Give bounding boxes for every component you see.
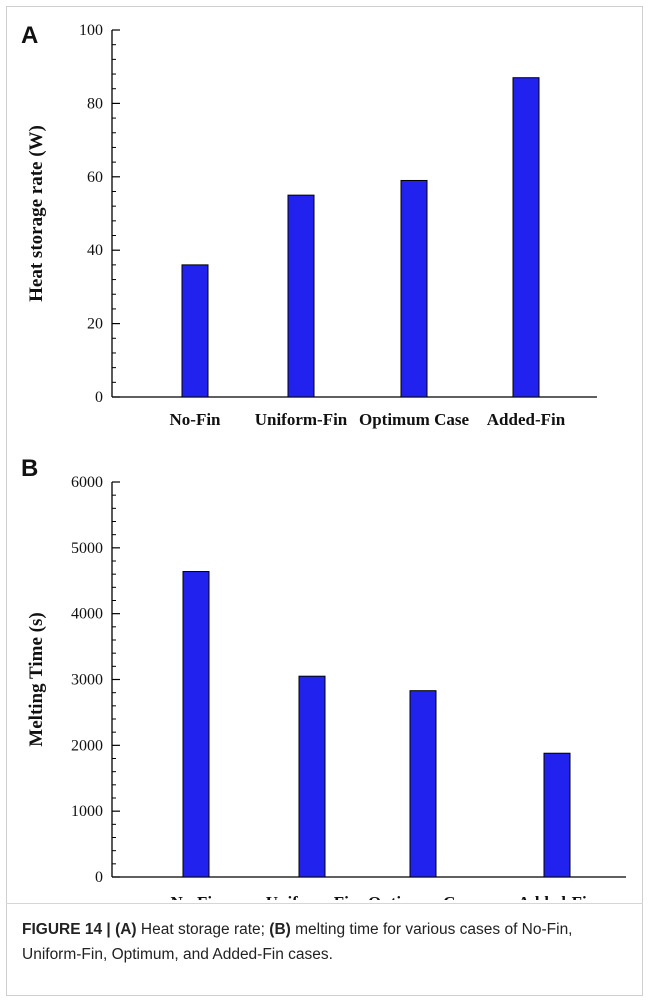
y-tick-label: 60 (87, 169, 103, 186)
y-tick-label: 20 (87, 316, 103, 333)
x-category-label: Optimum Case (359, 410, 469, 429)
x-category-label: No-Fin (171, 893, 223, 900)
bar (409, 690, 437, 878)
caption-b-tag: (B) (269, 921, 291, 938)
y-tick-label: 5000 (71, 540, 103, 557)
bar (512, 77, 540, 398)
y-tick-label: 1000 (71, 803, 103, 820)
y-tick-label: 2000 (71, 737, 103, 754)
chart-b: 0 1000 2000 3000 4000 5000 6000 Melting Time (s… (26, 474, 626, 900)
y-tick-label: 0 (95, 389, 103, 406)
caption-a-text: Heat storage rate; (136, 921, 270, 938)
bar (287, 194, 315, 398)
caption-a-tag: (A) (115, 921, 137, 938)
figure-caption: FIGURE 14 | (A) Heat storage rate; (B) m… (22, 917, 622, 967)
y-tick-label: 6000 (71, 474, 103, 491)
y-tick-label: 3000 (71, 672, 103, 689)
bar (400, 179, 428, 398)
figure-frame (6, 6, 643, 996)
bar (543, 752, 571, 878)
panel-b-label: B (21, 455, 39, 482)
y-tick-label: 80 (87, 95, 103, 112)
bar (181, 264, 209, 398)
x-category-label: Optimum Case (368, 893, 478, 900)
bar (182, 571, 210, 878)
x-category-label: Uniform-Fin (255, 410, 348, 429)
y-axis-label: Melting Time (s) (26, 612, 47, 746)
caption-divider (6, 903, 643, 904)
y-tick-label: 0 (95, 869, 103, 886)
panel-a-label: A (21, 22, 39, 49)
y-tick-label: 4000 (71, 606, 103, 623)
chart-a: 0 20 40 60 80 100 Heat storage rate (W) No-Fin U… (26, 22, 597, 429)
caption-label: FIGURE 14 | (22, 921, 116, 938)
x-category-label: Added-Fin (487, 410, 566, 429)
caption-b-text: melting time for various cases of No-Fin… (22, 921, 573, 963)
bar (298, 675, 326, 878)
y-tick-label: 100 (79, 22, 103, 39)
x-category-label: Added-Fin (518, 893, 597, 900)
x-category-label: No-Fin (170, 410, 222, 429)
x-category-label: Uniform-Fin (266, 893, 359, 900)
y-axis-label: Heat storage rate (W) (26, 125, 47, 302)
y-tick-label: 40 (87, 242, 103, 259)
